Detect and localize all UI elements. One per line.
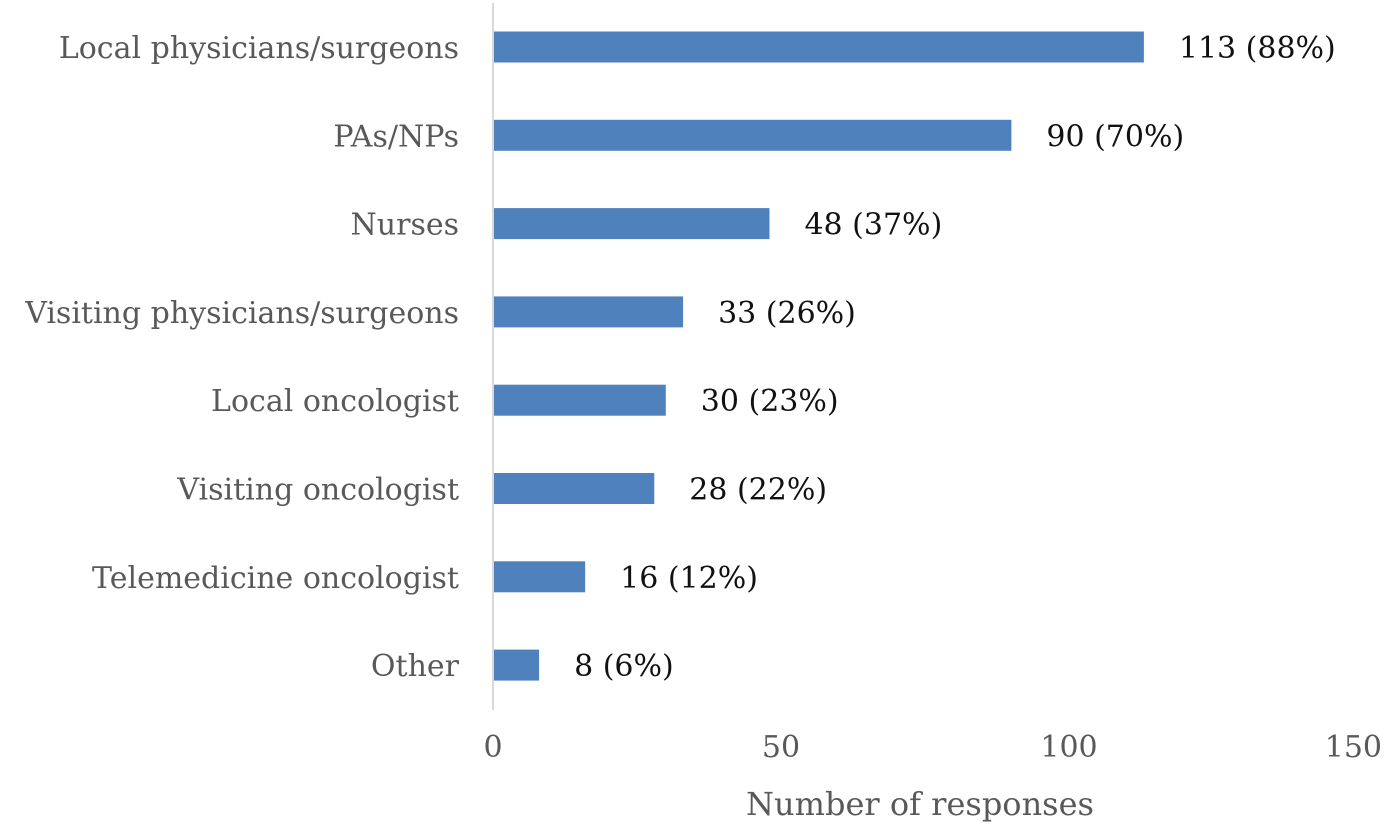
data-label: 33 (26%) [718, 296, 856, 331]
bars-layer [494, 31, 1144, 681]
x-axis-title: Number of responses [746, 785, 1094, 823]
data-label: 16 (12%) [620, 561, 758, 596]
data-label: 30 (23%) [701, 384, 839, 419]
category-label: Telemedicine oncologist [92, 561, 459, 596]
x-tick-label: 150 [1325, 730, 1382, 765]
category-label: Local oncologist [211, 384, 459, 419]
bar [494, 208, 770, 240]
bar [494, 649, 540, 681]
bar [494, 561, 586, 593]
data-label: 48 (37%) [804, 208, 942, 243]
bar [494, 31, 1144, 63]
category-label: Other [371, 649, 460, 684]
x-tick-label: 0 [483, 730, 502, 765]
x-tick-label: 50 [762, 730, 800, 765]
category-label: Visiting oncologist [176, 473, 459, 508]
x-tick-label: 100 [1040, 730, 1097, 765]
data-label: 113 (88%) [1179, 31, 1336, 66]
category-label: Visiting physicians/surgeons [24, 296, 459, 331]
data-label: 28 (22%) [689, 473, 827, 508]
bar [494, 384, 666, 416]
category-labels: Local physicians/surgeons PAs/NPs Nurses Vi… [24, 31, 459, 684]
data-label: 90 (70%) [1046, 119, 1184, 154]
category-label: Nurses [351, 208, 459, 243]
category-label: Local physicians/surgeons [59, 31, 459, 66]
bar [494, 119, 1012, 151]
value-labels: 113 (88%) 90 (70%) 48 (37%) 33 (26%) 30 (23%… [574, 31, 1336, 684]
x-tick-labels: 0 50 100 150 [483, 730, 1382, 765]
category-label: PAs/NPs [333, 119, 459, 154]
data-label: 8 (6%) [574, 649, 674, 684]
bar [494, 473, 655, 504]
bar [494, 296, 684, 328]
